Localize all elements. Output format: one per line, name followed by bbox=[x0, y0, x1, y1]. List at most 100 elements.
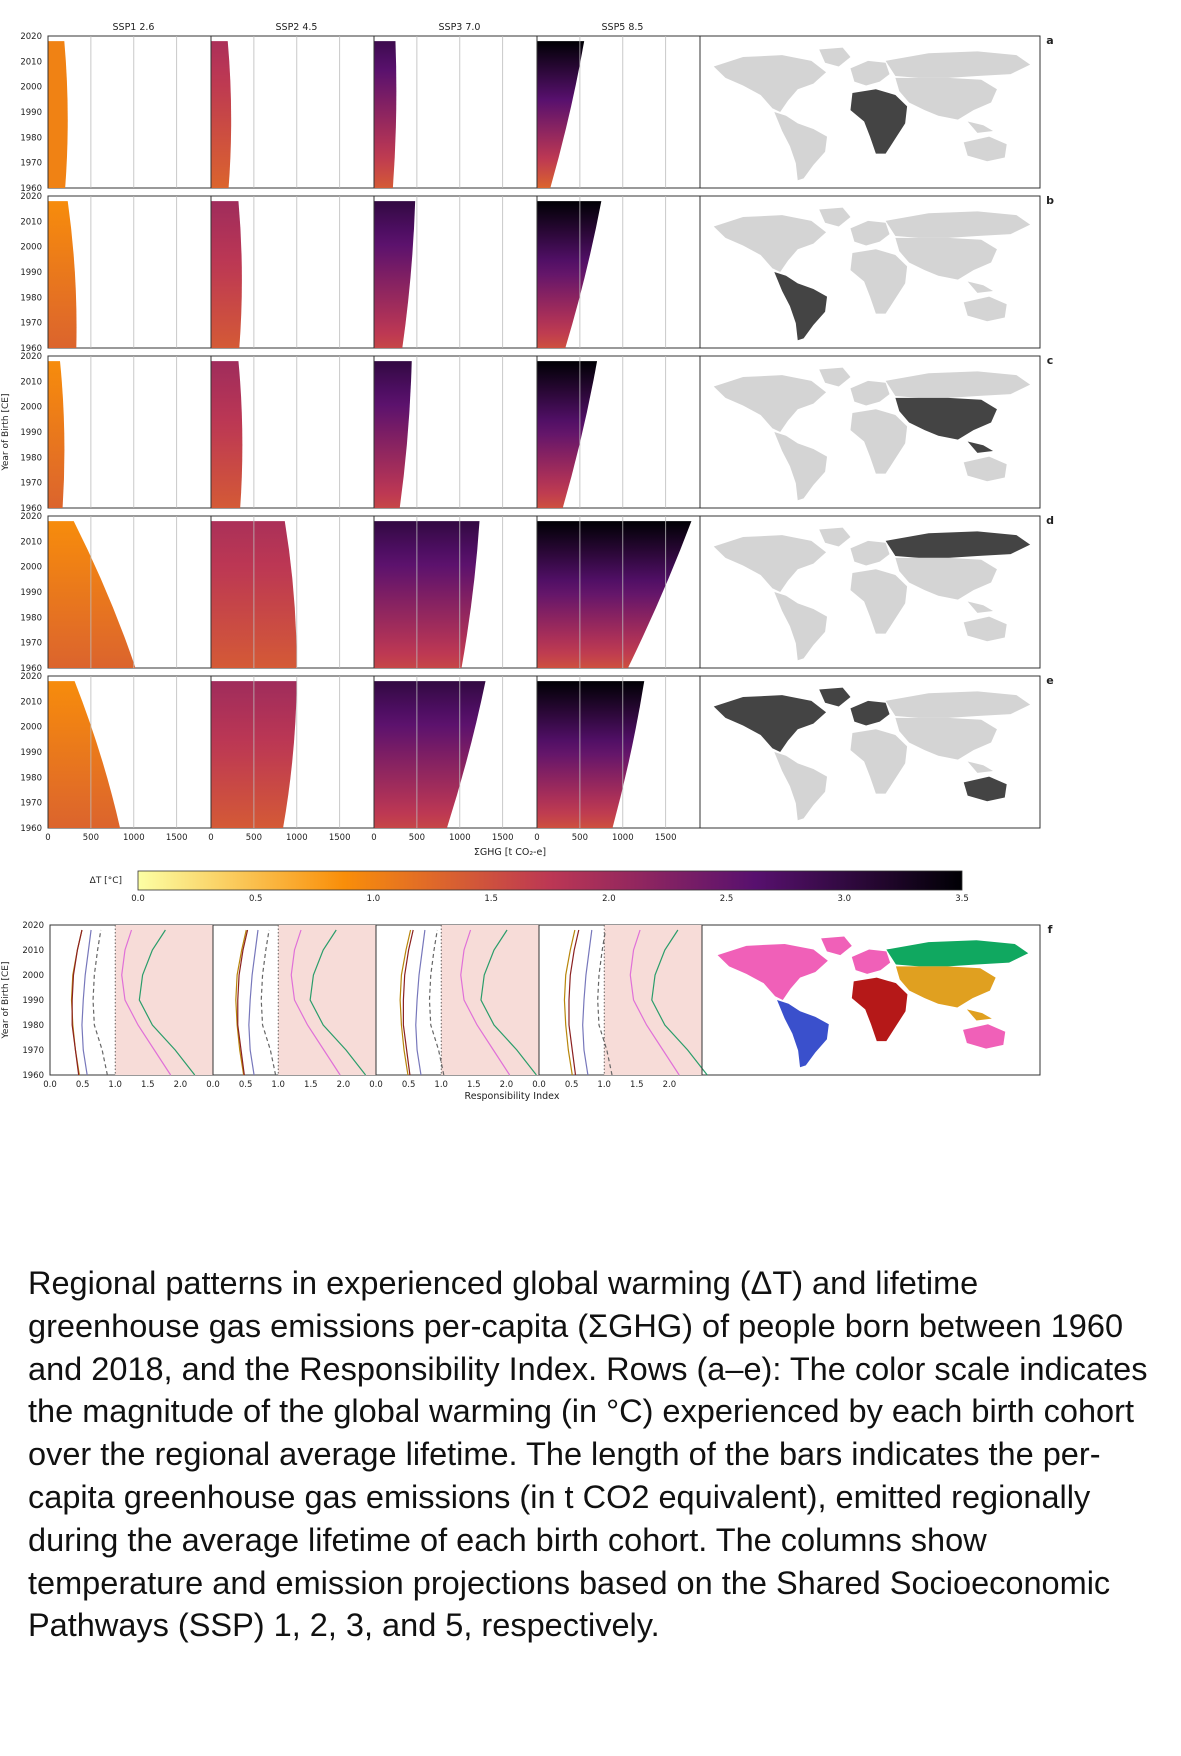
emission-bar bbox=[48, 41, 68, 188]
emission-bar bbox=[374, 361, 412, 508]
map-region-africa bbox=[851, 977, 908, 1042]
map-region-russia-north-asia bbox=[885, 51, 1031, 78]
map-region-europe bbox=[850, 540, 890, 566]
y-tick-label: 2010 bbox=[20, 697, 42, 707]
map-region-africa bbox=[850, 249, 908, 314]
map-region-oceania bbox=[963, 1024, 1006, 1049]
bar-panel-b-3 bbox=[536, 196, 667, 348]
emission-bar bbox=[537, 201, 602, 348]
y-tick-label: 2010 bbox=[20, 57, 42, 67]
region-map-b bbox=[713, 207, 1031, 341]
bar-panel-a-3 bbox=[536, 36, 667, 188]
x-tick-label: 1.0 bbox=[434, 1080, 448, 1090]
y-tick-label: 1970 bbox=[20, 319, 42, 329]
map-region-greenland bbox=[819, 687, 851, 707]
bar-panel-c-3 bbox=[536, 356, 667, 508]
x-axis-label: Responsibility Index bbox=[465, 1091, 560, 1102]
panel-letter: e bbox=[1046, 674, 1053, 687]
panel-letter: d bbox=[1046, 514, 1054, 527]
map-region-europe bbox=[850, 700, 890, 726]
y-axis-label: Year of Birth [CE] bbox=[1, 962, 11, 1040]
x-tick-label: 0.5 bbox=[76, 1080, 90, 1090]
bar-panel-b-2 bbox=[373, 196, 504, 348]
x-tick-label: 1.5 bbox=[141, 1080, 155, 1090]
x-tick-label: 1.0 bbox=[108, 1080, 122, 1090]
map-region-islands bbox=[966, 1009, 992, 1021]
map-region-europe bbox=[850, 380, 890, 406]
y-tick-label: 1980 bbox=[20, 773, 42, 783]
x-tick-label: 1000 bbox=[449, 833, 471, 843]
map-region-russia-north-asia bbox=[886, 940, 1029, 967]
panel-letter: f bbox=[1048, 923, 1053, 936]
colorbar-tick-label: 0.5 bbox=[249, 894, 263, 904]
map-region-north-america bbox=[713, 695, 827, 752]
map-region-russia-north-asia bbox=[885, 371, 1031, 398]
map-region-islands bbox=[967, 601, 994, 613]
y-tick-label: 2020 bbox=[20, 672, 42, 682]
y-tick-label: 1970 bbox=[20, 639, 42, 649]
above-one-shading bbox=[441, 925, 539, 1075]
x-tick-label: 0.5 bbox=[402, 1080, 416, 1090]
x-tick-label: 500 bbox=[246, 833, 262, 843]
y-tick-label: 1960 bbox=[20, 504, 42, 514]
colorbar-tick-label: 0.0 bbox=[131, 894, 145, 904]
bar-panel-d-3 bbox=[536, 516, 692, 668]
above-one-shading bbox=[604, 925, 702, 1075]
map-region-latin-america bbox=[774, 112, 828, 181]
y-tick-label: 1960 bbox=[22, 1071, 44, 1081]
map-region-africa bbox=[850, 729, 908, 794]
bar-panel-e-2 bbox=[373, 676, 504, 828]
y-tick-label: 2010 bbox=[20, 377, 42, 387]
y-tick-label: 1970 bbox=[20, 159, 42, 169]
colorbar-tick-label: 3.5 bbox=[955, 894, 969, 904]
colorbar-label: ΔT [°C] bbox=[90, 876, 122, 886]
region-map-d bbox=[713, 527, 1031, 661]
bar-panel-c-0 bbox=[47, 356, 178, 508]
map-region-north-america bbox=[713, 375, 827, 432]
y-tick-label: 2000 bbox=[20, 563, 42, 573]
emission-bar bbox=[374, 521, 480, 668]
emission-bar bbox=[374, 201, 416, 348]
x-tick-label: 1000 bbox=[123, 833, 145, 843]
y-tick-label: 2020 bbox=[20, 512, 42, 522]
map-region-russia-north-asia bbox=[885, 691, 1031, 718]
map-region-greenland bbox=[819, 47, 851, 67]
responsibility-line bbox=[235, 929, 247, 1076]
y-tick-label: 2010 bbox=[20, 217, 42, 227]
bar-panel-b-0 bbox=[47, 196, 178, 348]
map-region-latin-america bbox=[774, 752, 828, 821]
x-tick-label: 1.0 bbox=[271, 1080, 285, 1090]
y-tick-label: 1960 bbox=[20, 184, 42, 194]
map-region-greenland bbox=[819, 527, 851, 547]
y-tick-label: 2000 bbox=[20, 403, 42, 413]
x-tick-label: 1500 bbox=[329, 833, 351, 843]
map-region-north-america bbox=[713, 215, 827, 272]
y-tick-label: 1980 bbox=[20, 293, 42, 303]
y-tick-label: 1960 bbox=[20, 344, 42, 354]
scenario-title: SSP1 2.6 bbox=[113, 22, 155, 33]
bar-panel-e-3 bbox=[536, 676, 667, 828]
emission-bar bbox=[374, 41, 397, 188]
y-tick-label: 1980 bbox=[20, 453, 42, 463]
map-region-asia bbox=[895, 397, 997, 440]
y-tick-label: 2000 bbox=[20, 243, 42, 253]
emission-bar bbox=[537, 361, 598, 508]
map-region-asia bbox=[895, 717, 997, 760]
x-tick-label: 1.5 bbox=[630, 1080, 644, 1090]
responsibility-line bbox=[248, 929, 259, 1076]
bar-panel-a-2 bbox=[373, 36, 504, 188]
x-axis-label: ΣGHG [t CO₂-e] bbox=[474, 847, 546, 858]
y-tick-label: 1990 bbox=[20, 428, 42, 438]
y-tick-label: 1990 bbox=[22, 996, 44, 1006]
panel-letter: b bbox=[1046, 194, 1054, 207]
y-tick-label: 1990 bbox=[20, 108, 42, 118]
responsibility-line bbox=[651, 929, 708, 1076]
region-map-e bbox=[713, 687, 1031, 821]
map-region-islands bbox=[967, 761, 994, 773]
x-tick-label: 0 bbox=[45, 833, 50, 843]
x-tick-label: 0 bbox=[371, 833, 376, 843]
emission-bar bbox=[211, 201, 242, 348]
responsibility-line bbox=[81, 929, 92, 1076]
y-tick-label: 2000 bbox=[20, 83, 42, 93]
bar-panel-a-0 bbox=[47, 36, 178, 188]
